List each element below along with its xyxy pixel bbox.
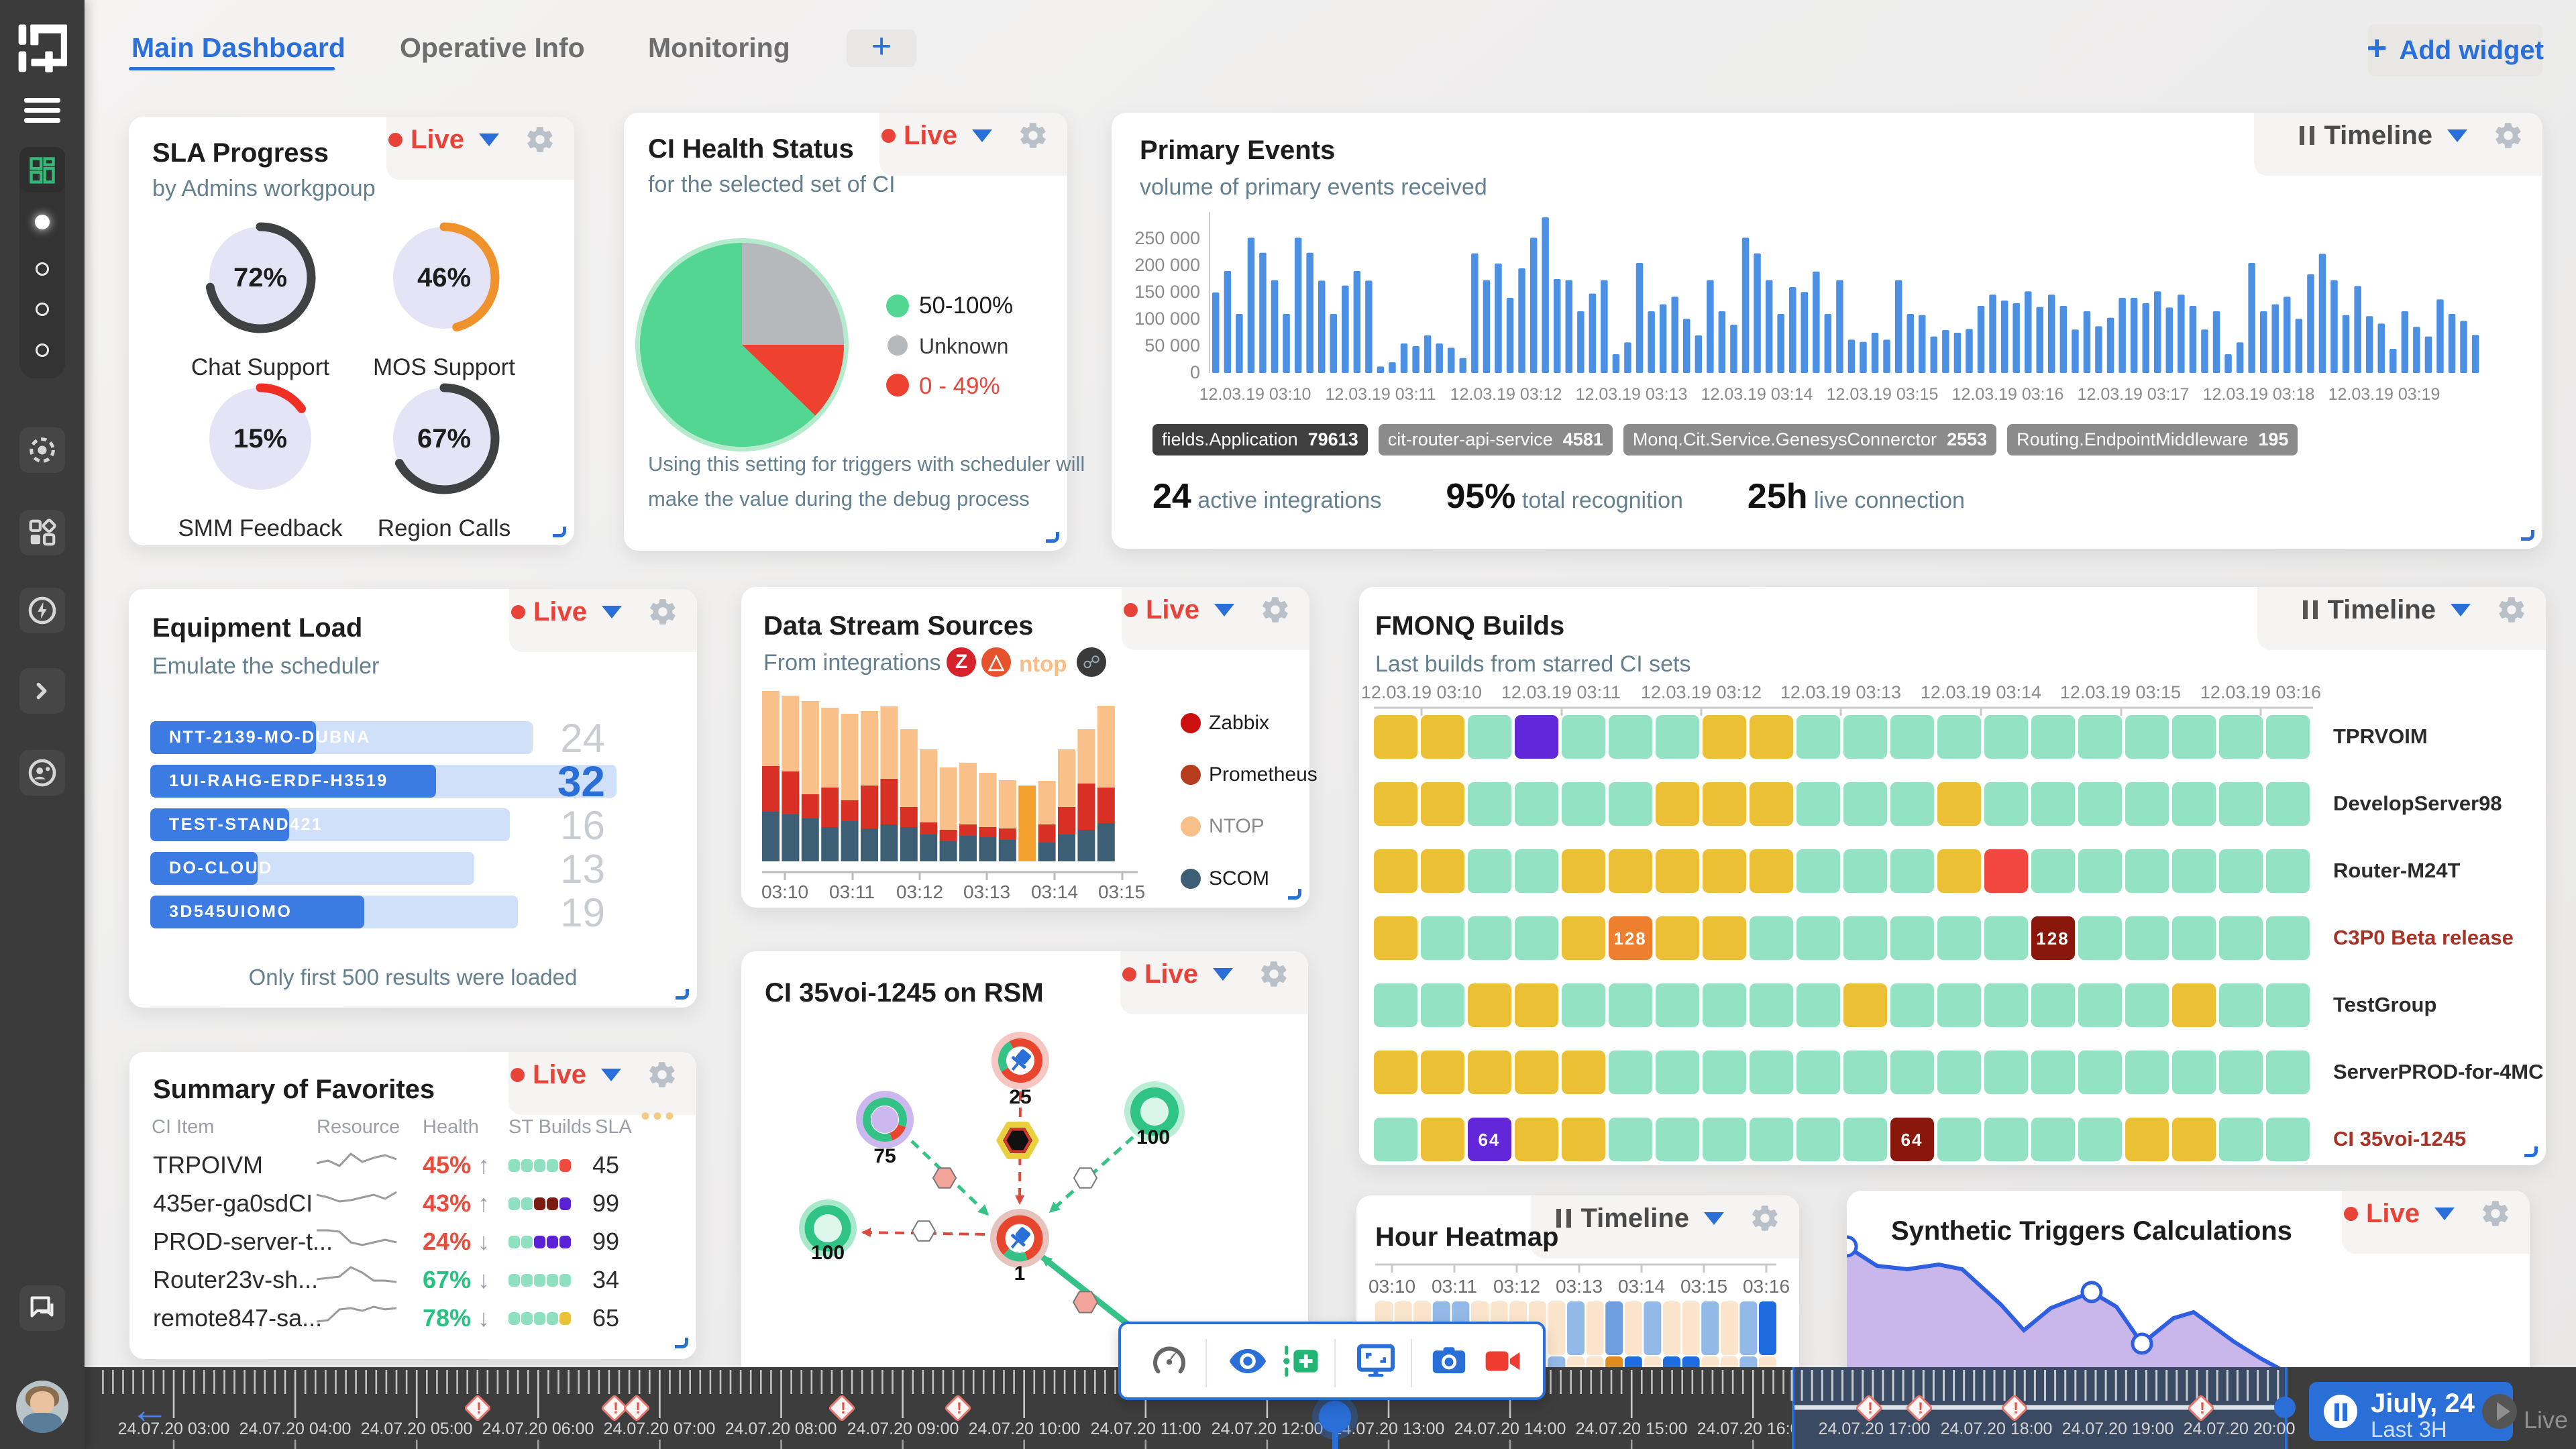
svg-text:128: 128 <box>2036 928 2069 949</box>
svg-text:128: 128 <box>1613 928 1646 949</box>
svg-text:64: 64 <box>1479 1130 1501 1150</box>
svg-text:64: 64 <box>1901 1130 1923 1150</box>
